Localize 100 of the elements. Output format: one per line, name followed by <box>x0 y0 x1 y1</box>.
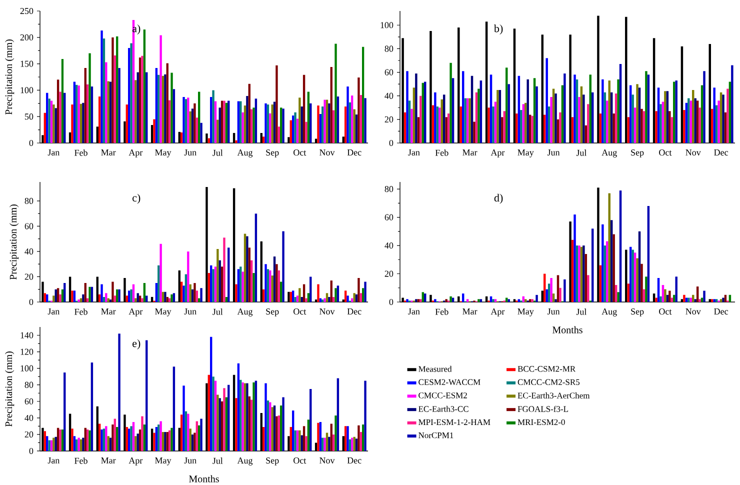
bar <box>273 406 276 451</box>
bar <box>332 296 335 302</box>
bar <box>550 278 552 302</box>
bar <box>353 109 356 143</box>
x-tick-label: Jun <box>184 150 196 156</box>
bar <box>98 294 101 302</box>
bar <box>417 117 420 143</box>
x-tick-label: Jun <box>547 150 560 156</box>
bar <box>61 289 64 302</box>
x-axis-title: Months <box>552 326 582 334</box>
y-tick-label: 60 <box>24 223 34 230</box>
bar <box>136 293 139 302</box>
bar <box>182 286 185 302</box>
bar <box>638 88 641 143</box>
bar <box>720 299 722 302</box>
legend-label: BCC-CSM2-MR <box>518 366 576 372</box>
x-tick-label: Aug <box>237 150 253 158</box>
legend-label: CESM2-WACCM <box>418 379 480 386</box>
x-tick-label: Mar <box>101 150 116 156</box>
legend-label: MRI-ESM2-0 <box>518 419 565 426</box>
bar <box>84 68 86 143</box>
bar <box>269 402 272 451</box>
legend-label: CMCC-ESM2 <box>418 392 467 398</box>
bar <box>164 74 166 143</box>
bar <box>355 438 358 451</box>
bar <box>246 383 248 451</box>
bar <box>155 427 158 451</box>
bar <box>657 278 660 302</box>
bar <box>116 36 118 143</box>
bar <box>526 79 529 143</box>
bar <box>698 108 701 143</box>
bar <box>248 248 250 302</box>
y-tick-label: 40 <box>24 248 34 255</box>
bar <box>490 74 492 143</box>
bar <box>445 117 448 143</box>
bar <box>531 299 534 302</box>
bar <box>198 425 200 451</box>
bar <box>358 78 360 143</box>
bar <box>262 427 265 451</box>
bar <box>71 428 74 451</box>
y-tick-label: 80 <box>24 382 34 388</box>
bar <box>132 284 135 302</box>
y-tick-label: 60 <box>384 69 394 76</box>
bar <box>642 111 646 143</box>
bar <box>88 53 91 143</box>
bar <box>636 258 638 302</box>
bar <box>473 122 476 143</box>
bar <box>141 416 144 451</box>
bar <box>52 104 55 143</box>
bar <box>536 86 538 143</box>
bar <box>578 246 580 302</box>
bar <box>317 422 320 451</box>
legend-label: EC-Earth3-AerChem <box>518 392 590 398</box>
x-tick-label: Feb <box>74 150 88 156</box>
bar <box>266 400 270 451</box>
bar <box>278 126 280 143</box>
bar <box>610 220 613 302</box>
bar <box>143 424 146 451</box>
y-tick-label: 140 <box>20 332 34 338</box>
bar <box>556 275 560 302</box>
bar <box>180 282 183 302</box>
x-tick-label: Jun <box>547 308 560 315</box>
bar <box>240 266 242 302</box>
bar <box>422 292 424 302</box>
bar <box>290 427 292 451</box>
bar <box>587 104 590 143</box>
bar <box>362 424 364 451</box>
bar <box>242 272 244 302</box>
bar <box>450 296 452 302</box>
bar <box>305 122 308 143</box>
bar <box>300 106 303 143</box>
x-tick-label: Oct <box>659 150 672 156</box>
x-tick-label: Jul <box>212 458 223 464</box>
x-tick-label: Dec <box>714 150 728 156</box>
x-tick-label: Apr <box>490 150 505 158</box>
y-tick-label: 20 <box>24 431 34 438</box>
bar <box>244 106 246 143</box>
bar <box>164 292 166 302</box>
bar <box>242 382 244 451</box>
bar <box>118 334 120 451</box>
bar <box>98 96 101 143</box>
bar <box>664 289 666 302</box>
x-tick-label: Mar <box>101 458 116 464</box>
bar <box>564 73 566 143</box>
bar <box>160 421 162 451</box>
bar <box>126 104 128 143</box>
bar <box>158 74 160 143</box>
bar <box>114 418 116 451</box>
x-tick-label: Jun <box>184 308 196 315</box>
bar <box>228 100 230 143</box>
x-tick-label: Jun <box>184 458 196 464</box>
bar <box>252 108 255 143</box>
bar <box>105 426 108 451</box>
bar <box>334 415 337 451</box>
bar <box>56 428 60 451</box>
bar <box>132 422 135 451</box>
bar <box>657 88 660 143</box>
bar <box>703 71 706 143</box>
bar <box>200 418 202 451</box>
x-tick-label: Sep <box>631 150 644 158</box>
